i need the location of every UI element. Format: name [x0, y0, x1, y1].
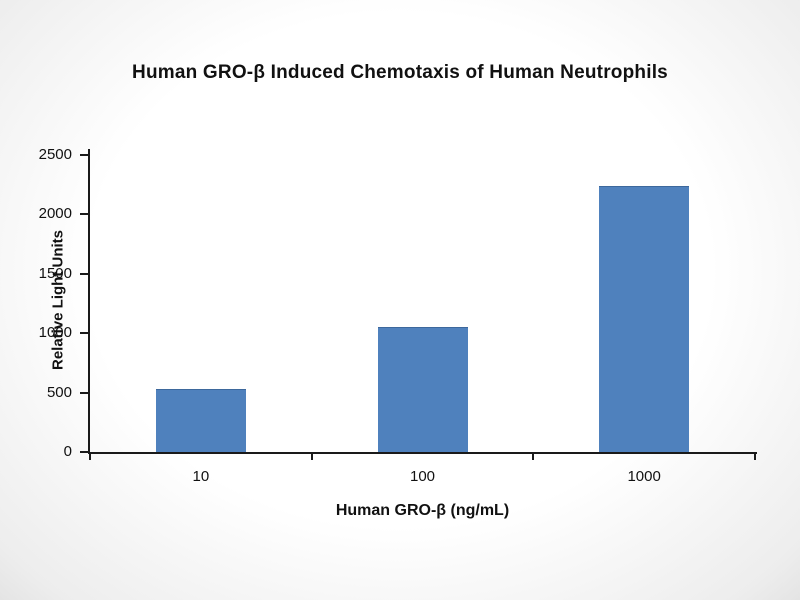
y-tick-label: 1000	[38, 324, 72, 342]
y-tick	[80, 154, 90, 156]
x-tick	[89, 452, 91, 460]
x-tick	[754, 452, 756, 460]
y-tick	[80, 391, 90, 394]
y-tick	[80, 272, 90, 275]
x-tick	[310, 452, 313, 460]
bar-10	[155, 389, 246, 452]
chart-title: Human GRO-β Induced Chemotaxis of Human …	[132, 62, 668, 83]
y-tick	[80, 213, 90, 216]
y-tick	[80, 332, 90, 335]
y-tick-label: 0	[63, 443, 72, 460]
y-tick-label: 2500	[38, 146, 72, 163]
x-category-label: 1000	[627, 468, 661, 485]
plot-area: 0 500 1000 1500 2000 2500 10 100 1000	[39, 146, 757, 485]
x-axis-title: Human GRO-β (ng/mL)	[335, 502, 510, 519]
y-tick-label: 500	[46, 383, 72, 401]
y-tick-label: 1500	[38, 264, 72, 282]
bar-1000	[599, 186, 690, 452]
x-tick	[532, 452, 535, 460]
y-axis-line	[88, 149, 90, 454]
y-tick-label: 2000	[38, 205, 72, 223]
bar-100	[377, 327, 468, 452]
y-tick	[80, 451, 90, 453]
x-category-label: 100	[409, 468, 436, 485]
x-category-label: 10	[192, 468, 210, 485]
x-axis-line	[88, 452, 757, 454]
